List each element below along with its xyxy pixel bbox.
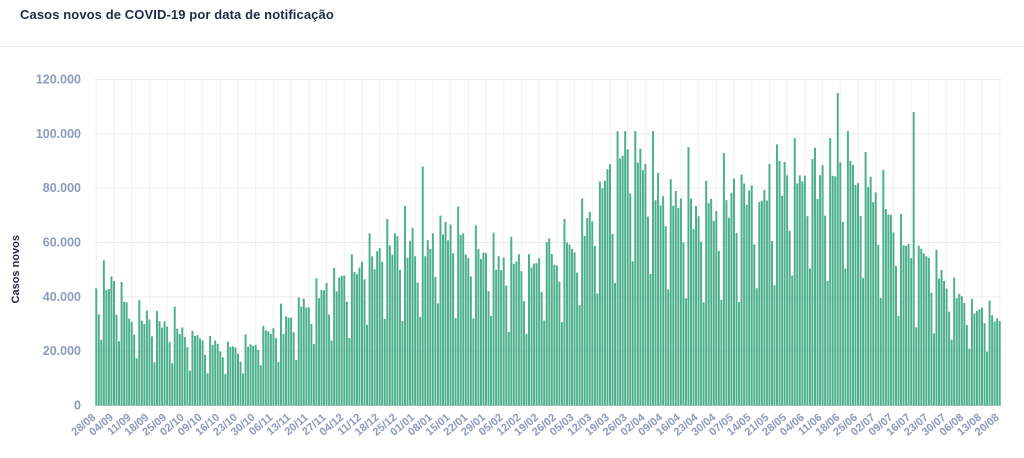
svg-text:20.000: 20.000 [43,344,81,358]
svg-text:0: 0 [74,399,81,413]
svg-text:120.000: 120.000 [36,73,81,87]
svg-text:40.000: 40.000 [43,290,81,304]
svg-text:80.000: 80.000 [43,181,81,195]
svg-text:60.000: 60.000 [43,236,81,250]
svg-text:100.000: 100.000 [36,127,81,141]
